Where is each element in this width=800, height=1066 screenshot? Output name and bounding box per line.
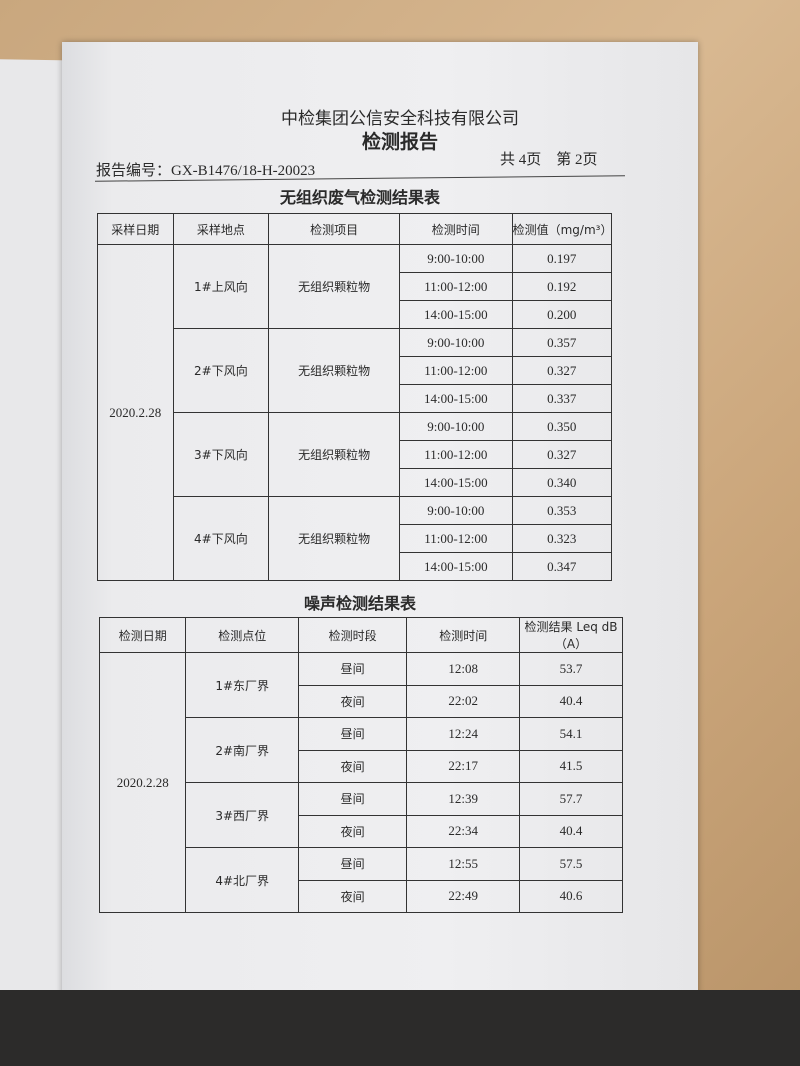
test-time: 12:24	[406, 717, 521, 751]
table-row: 11:00-12:00 0.192	[98, 272, 613, 301]
test-value: 0.347	[511, 552, 613, 581]
test-result: 53.7	[519, 652, 623, 686]
table-row: 14:00-15:00 0.347	[98, 552, 613, 581]
test-point: 3#西厂界	[185, 782, 299, 848]
table-row: 14:00-15:00 0.337	[98, 384, 613, 413]
test-value: 0.357	[511, 328, 613, 357]
dark-surface	[0, 990, 800, 1066]
test-value: 0.327	[511, 440, 613, 469]
table-row: 11:00-12:00 0.327	[98, 356, 613, 385]
column-header: 检测项目	[268, 213, 401, 245]
test-date: 2020.2.28	[98, 652, 187, 913]
test-result: 54.1	[519, 717, 623, 751]
table-row: 11:00-12:00 0.327	[98, 440, 613, 469]
test-item: 无组织颗粒物	[268, 244, 401, 329]
test-item: 无组织颗粒物	[268, 496, 401, 581]
test-time: 11:00-12:00	[399, 440, 513, 469]
test-time: 14:00-15:00	[399, 384, 513, 413]
page-indicator: 共 4页 第 2页	[500, 152, 598, 168]
test-time: 12:55	[406, 847, 521, 881]
test-time: 22:34	[406, 814, 521, 848]
test-value: 0.340	[511, 468, 613, 497]
report-number: 报告编号：GX-B1476/18-H-20023	[96, 163, 316, 179]
table-row: 4#下风向 无组织颗粒物 9:00-10:00 0.353	[98, 496, 613, 581]
time-period: 夜间	[297, 814, 408, 848]
table-row: 3#下风向 无组织颗粒物 9:00-10:00 0.350	[98, 412, 613, 497]
test-time: 12:08	[406, 652, 521, 686]
test-time: 9:00-10:00	[399, 496, 513, 525]
test-time: 11:00-12:00	[399, 356, 513, 385]
test-value: 0.323	[511, 524, 613, 553]
table-row: 2#南厂界 昼间 12:24 54.1	[100, 717, 623, 783]
column-header: 采样日期	[97, 213, 174, 245]
sampling-location: 2#下风向	[172, 328, 270, 413]
test-time: 22:49	[406, 879, 521, 913]
test-value: 0.353	[511, 496, 613, 525]
test-result: 40.4	[519, 684, 623, 718]
time-period: 昼间	[297, 782, 408, 816]
time-period: 夜间	[297, 749, 408, 783]
sampling-location: 4#下风向	[172, 496, 270, 581]
table-row: 夜间 22:02 40.4	[100, 684, 623, 718]
test-time: 11:00-12:00	[399, 524, 513, 553]
column-header: 采样地点	[172, 213, 270, 245]
time-period: 昼间	[297, 847, 408, 881]
table-row: 2020.2.28 1#上风向 无组织颗粒物 9:00-10:00 0.197	[97, 244, 613, 581]
column-header: 检测时段	[297, 617, 408, 653]
air-table-title: 无组织废气检测结果表	[279, 188, 440, 207]
time-period: 夜间	[297, 879, 408, 913]
test-item: 无组织颗粒物	[268, 328, 401, 413]
time-period: 夜间	[297, 684, 408, 718]
time-period: 昼间	[297, 652, 408, 686]
air-results-table: 采样日期 采样地点 检测项目 检测时间 检测值（mg/m³） 2020.2.28 1#上风…	[97, 213, 612, 581]
column-header: 检测结果 Leq dB（A）	[519, 617, 623, 653]
table-row: 夜间 22:34 40.4	[100, 814, 623, 848]
column-header: 检测时间	[406, 617, 521, 653]
sampling-date: 2020.2.28	[97, 244, 174, 581]
table-row: 2#下风向 无组织颗粒物 9:00-10:00 0.357	[98, 328, 613, 413]
column-header: 检测时间	[399, 213, 513, 245]
time-period: 昼间	[297, 717, 408, 751]
table-row: 14:00-15:00 0.340	[98, 468, 613, 497]
test-point: 4#北厂界	[185, 847, 299, 913]
column-header: 检测点位	[185, 617, 299, 653]
company-name: 中检集团公信安全科技有限公司	[281, 109, 519, 129]
column-header: 检测值（mg/m³）	[511, 213, 612, 245]
test-time: 22:02	[406, 684, 521, 718]
table-row: 4#北厂界 昼间 12:55 57.5	[100, 847, 623, 913]
test-time: 9:00-10:00	[399, 412, 513, 441]
test-time: 9:00-10:00	[399, 328, 513, 357]
sampling-location: 3#下风向	[172, 412, 270, 497]
test-point: 1#东厂界	[185, 652, 299, 718]
test-value: 0.350	[511, 412, 613, 441]
test-time: 14:00-15:00	[399, 552, 513, 581]
test-time: 14:00-15:00	[399, 468, 513, 497]
table-row: 11:00-12:00 0.323	[98, 524, 613, 553]
column-header: 检测日期	[98, 617, 187, 653]
table-row: 2020.2.28 1#东厂界 昼间 12:08 53.7	[98, 652, 623, 913]
test-value: 0.197	[511, 244, 613, 273]
noise-table-title: 噪声检测结果表	[303, 594, 416, 613]
test-time: 12:39	[406, 782, 521, 816]
table-row: 夜间 22:49 40.6	[100, 879, 623, 913]
test-result: 40.4	[519, 814, 623, 848]
test-result: 40.6	[519, 879, 623, 913]
test-point: 2#南厂界	[185, 717, 299, 783]
test-time: 14:00-15:00	[399, 300, 513, 329]
test-value: 0.200	[511, 300, 613, 329]
test-result: 41.5	[519, 749, 623, 783]
report-title: 检测报告	[361, 131, 438, 153]
test-time: 22:17	[406, 749, 521, 783]
test-time: 11:00-12:00	[399, 272, 513, 301]
test-item: 无组织颗粒物	[268, 412, 401, 497]
test-time: 9:00-10:00	[399, 244, 513, 273]
noise-results-table: 检测日期 检测点位 检测时段 检测时间 检测结果 Leq dB（A） 2020.2.28…	[98, 617, 623, 913]
test-value: 0.327	[511, 356, 613, 385]
sampling-location: 1#上风向	[172, 244, 270, 329]
test-result: 57.7	[519, 782, 623, 816]
test-value: 0.192	[511, 272, 613, 301]
test-value: 0.337	[511, 384, 613, 413]
test-result: 57.5	[519, 847, 623, 881]
